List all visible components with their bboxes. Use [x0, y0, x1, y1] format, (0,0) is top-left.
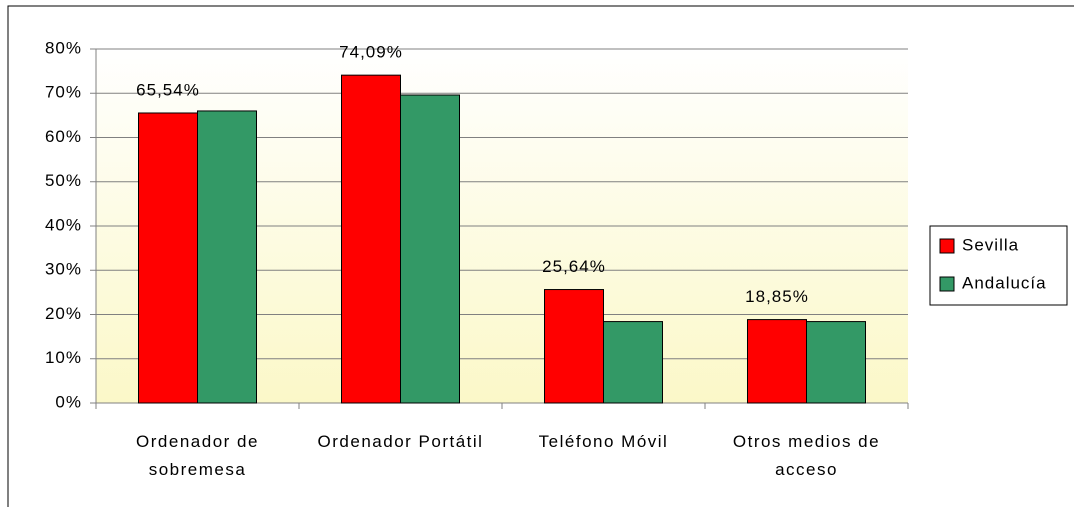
legend-swatch — [939, 238, 955, 254]
x-tick-label: Ordenador de sobremesa — [136, 432, 259, 479]
bar — [400, 94, 460, 404]
y-tick-label: 40% — [45, 215, 82, 234]
y-tick-label: 20% — [45, 304, 82, 323]
y-tick-label: 10% — [45, 348, 82, 367]
bar — [138, 112, 198, 404]
legend-label: Andalucía — [962, 273, 1047, 292]
y-tick-label: 80% — [45, 38, 82, 57]
bar — [544, 289, 604, 404]
chart-border — [7, 5, 1074, 507]
data-label: 65,54% — [136, 80, 200, 99]
y-tick-label: 70% — [45, 83, 82, 102]
bar — [806, 321, 866, 404]
data-label: 25,64% — [542, 257, 606, 276]
legend-swatch — [939, 276, 955, 292]
data-label: 18,85% — [745, 287, 809, 306]
y-tick-label: 0% — [55, 392, 82, 411]
bar — [341, 74, 401, 404]
x-tick-label: Ordenador Portátil — [317, 432, 484, 451]
x-tick-label: Otros medios de acceso — [732, 432, 881, 479]
bar — [603, 321, 663, 404]
x-tick-label: Teléfono Móvil — [538, 432, 669, 451]
y-tick-label: 30% — [45, 260, 82, 279]
legend-label: Sevilla — [962, 235, 1019, 254]
y-tick-label: 50% — [45, 171, 82, 190]
bar — [197, 110, 257, 404]
data-label: 74,09% — [339, 43, 403, 62]
y-tick-label: 60% — [45, 127, 82, 146]
bar — [747, 319, 807, 404]
